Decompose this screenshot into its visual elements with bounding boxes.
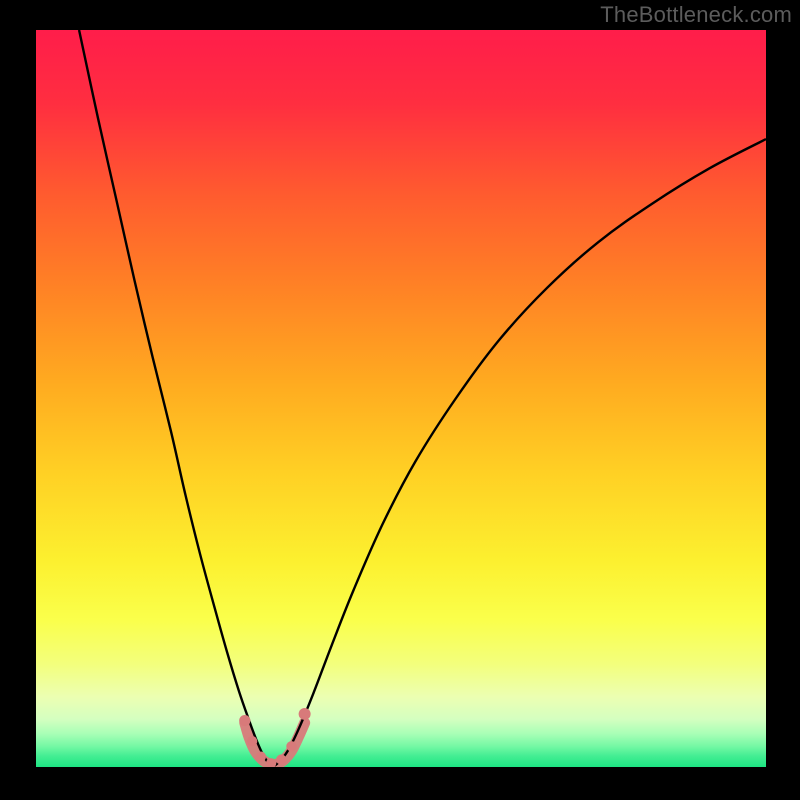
watermark-text: TheBottleneck.com — [600, 2, 792, 28]
dip-marker — [247, 736, 257, 746]
dip-marker — [286, 741, 296, 751]
dip-marker — [239, 715, 250, 726]
plot-background-gradient — [36, 30, 766, 767]
dip-marker — [276, 754, 286, 764]
chart-svg — [0, 0, 800, 800]
dip-marker — [256, 751, 266, 761]
dip-marker — [266, 758, 276, 768]
dip-marker — [299, 708, 311, 720]
chart-container: TheBottleneck.com — [0, 0, 800, 800]
